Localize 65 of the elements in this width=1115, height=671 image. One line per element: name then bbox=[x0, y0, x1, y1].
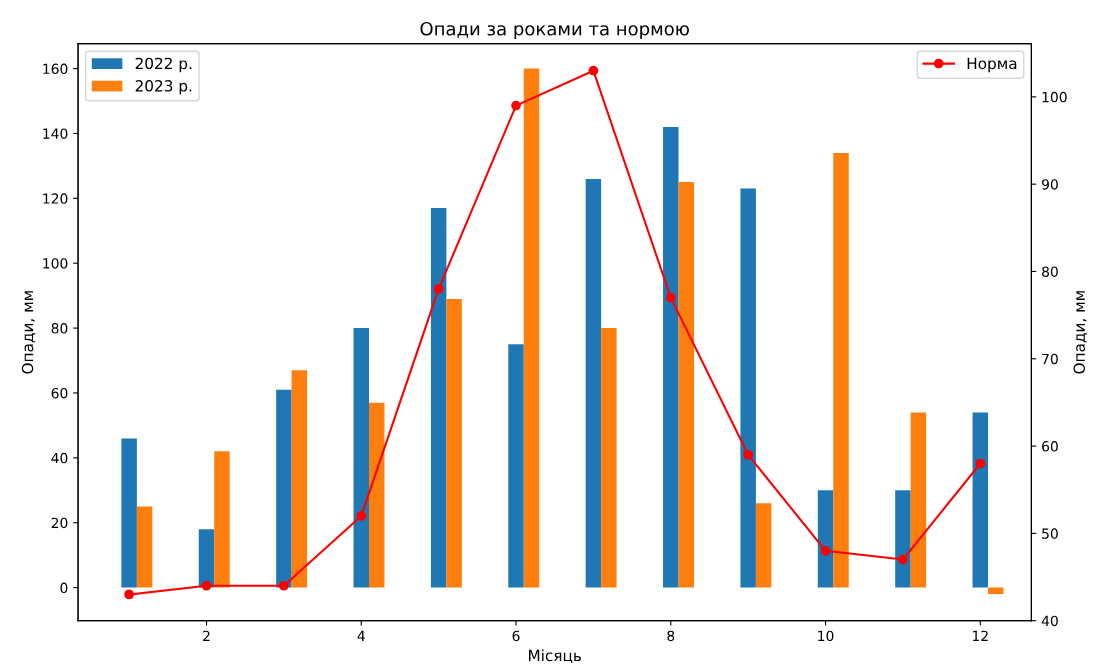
bar bbox=[678, 182, 694, 588]
bar bbox=[988, 587, 1004, 595]
y-tick-label: 140 bbox=[43, 128, 68, 139]
bar bbox=[369, 402, 385, 588]
y2-tick-label: 60 bbox=[1042, 441, 1058, 452]
bar bbox=[755, 503, 772, 588]
y2-tick-label: 40 bbox=[1041, 615, 1058, 627]
y2-tick-label: 80 bbox=[1042, 266, 1058, 277]
legend-label: 2022 р. bbox=[135, 57, 192, 73]
x-tick-label: 2 bbox=[203, 630, 210, 641]
y2-axis-title: Опади, мм bbox=[1073, 291, 1087, 374]
bar bbox=[136, 506, 153, 588]
y-tick-label: 120 bbox=[43, 193, 68, 204]
y2-tick-label: 70 bbox=[1042, 353, 1058, 365]
y-tick-label: 0 bbox=[60, 582, 68, 594]
point bbox=[898, 554, 908, 565]
point bbox=[820, 545, 831, 556]
x-tick-label: 8 bbox=[667, 630, 675, 642]
x-tick-label: 6 bbox=[512, 630, 520, 642]
bar bbox=[663, 126, 679, 588]
bar bbox=[446, 298, 462, 588]
point bbox=[975, 458, 986, 469]
bar bbox=[585, 178, 602, 588]
bar bbox=[198, 529, 215, 588]
point bbox=[279, 580, 289, 591]
bar bbox=[523, 68, 540, 588]
x-tick-label: 12 bbox=[972, 630, 988, 641]
y2-tick-label: 100 bbox=[1042, 91, 1067, 103]
bar bbox=[214, 451, 230, 588]
x-tick-label: 4 bbox=[357, 630, 365, 641]
y-axis-title: Опади, мм bbox=[21, 291, 36, 374]
bar bbox=[740, 188, 756, 588]
y2-tick-label: 90 bbox=[1041, 179, 1058, 190]
point bbox=[124, 589, 134, 600]
bar bbox=[291, 370, 308, 588]
point bbox=[433, 284, 444, 294]
y-tick-label: 40 bbox=[51, 452, 68, 464]
point bbox=[356, 511, 367, 521]
point bbox=[588, 65, 599, 76]
y-tick-label: 100 bbox=[43, 258, 68, 269]
bar bbox=[508, 344, 524, 588]
bar bbox=[121, 438, 137, 588]
y-tick-label: 20 bbox=[51, 517, 68, 529]
bar bbox=[833, 152, 849, 588]
bar bbox=[972, 412, 989, 588]
bar bbox=[601, 328, 617, 588]
y2-tick-label: 50 bbox=[1042, 528, 1058, 539]
point bbox=[511, 100, 521, 111]
point bbox=[665, 292, 676, 303]
legend-label: Норма bbox=[967, 57, 1017, 73]
x-tick-label: 10 bbox=[818, 630, 834, 642]
y-tick-label: 60 bbox=[51, 387, 68, 399]
point bbox=[201, 580, 212, 591]
chart-title: Опади за роками та нормою bbox=[420, 21, 689, 40]
bar bbox=[353, 328, 369, 588]
bar bbox=[895, 490, 911, 588]
point bbox=[743, 449, 754, 460]
legend-label: 2023 р. bbox=[135, 80, 192, 95]
y-tick-label: 80 bbox=[51, 323, 68, 334]
x-axis-title: Місяць bbox=[529, 649, 582, 664]
bar bbox=[276, 389, 292, 588]
y-tick-label: 160 bbox=[43, 63, 68, 75]
bar bbox=[910, 412, 927, 588]
bar bbox=[817, 490, 834, 588]
bar bbox=[430, 208, 447, 588]
